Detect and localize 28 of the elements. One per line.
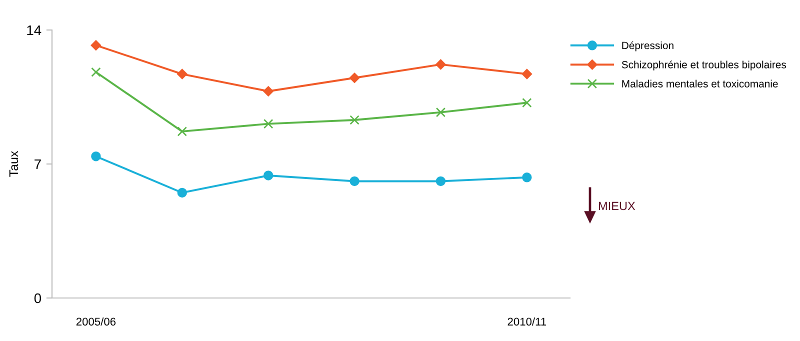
legend-label: Maladies mentales et toxicomanie <box>622 80 778 88</box>
point <box>90 40 102 50</box>
point <box>436 176 446 186</box>
y-axis-title: Taux <box>9 150 18 177</box>
point <box>522 172 532 182</box>
point <box>522 68 532 80</box>
x-tick-label: 2010/11 <box>508 317 546 326</box>
point <box>263 170 274 180</box>
x-tick-label: 2005/06 <box>76 317 116 326</box>
y-tick-label: 7 <box>34 159 41 170</box>
point <box>91 151 101 162</box>
point <box>177 126 188 136</box>
point <box>349 72 360 83</box>
point <box>350 176 360 186</box>
legend-label: Schizophrénie et troubles bipolaires <box>622 60 786 70</box>
point <box>436 59 446 70</box>
legend-label: Dépression <box>622 41 674 52</box>
y-tick-label: 0 <box>34 293 42 304</box>
point <box>177 188 188 198</box>
point <box>91 67 101 77</box>
point <box>522 98 532 108</box>
point <box>263 86 274 96</box>
y-tick-label: 14 <box>27 25 42 36</box>
point <box>436 107 446 118</box>
point <box>177 68 188 80</box>
text: MIEUX <box>598 202 636 210</box>
point <box>263 118 274 129</box>
point <box>350 115 360 125</box>
